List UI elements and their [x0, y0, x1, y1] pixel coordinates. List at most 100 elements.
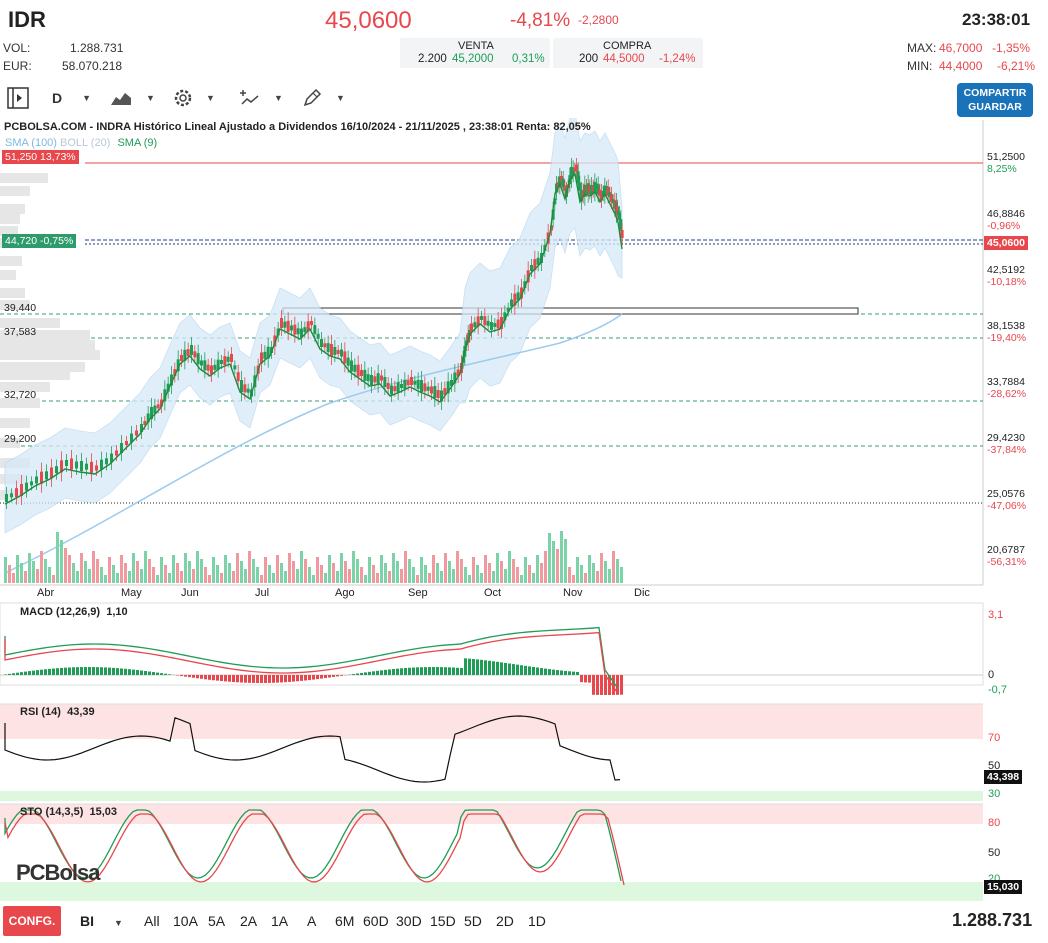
- period-selector[interactable]: D ▼: [52, 86, 91, 110]
- volume-bar: [620, 567, 623, 583]
- volume-bar: [484, 555, 487, 583]
- macd-histogram-bar: [200, 675, 203, 679]
- sto-value-tag: 15,030: [984, 880, 1023, 894]
- volume-bar: [608, 569, 611, 583]
- candle-body: [353, 364, 357, 372]
- volume-bar: [288, 553, 291, 583]
- indicators-selector[interactable]: ▼: [238, 86, 283, 110]
- macd-histogram-bar: [196, 675, 199, 679]
- range-tab-5a[interactable]: 5A: [208, 913, 226, 929]
- rsi-label: RSI (14) 43,39: [20, 706, 95, 718]
- macd-histogram-bar: [448, 667, 451, 675]
- macd-histogram-bar: [500, 662, 503, 675]
- range-tab-a[interactable]: A: [307, 913, 317, 929]
- volume-bar: [260, 575, 263, 583]
- volume-bar: [188, 561, 191, 583]
- drawing-tools-selector[interactable]: ▼: [302, 86, 345, 110]
- price-axis-pct: -56,31%: [987, 556, 1027, 568]
- price-axis-value: 20,6787: [987, 544, 1025, 556]
- change-percent: -4,81%: [510, 10, 571, 31]
- current-price-tag: 45,0600: [984, 236, 1028, 250]
- range-tab-15d[interactable]: 15D: [430, 913, 456, 929]
- candle-body: [578, 182, 582, 191]
- macd-histogram-bar: [284, 675, 287, 683]
- min-pct: -6,21%: [997, 59, 1036, 73]
- month-label: Oct: [484, 587, 502, 599]
- range-tab-1a[interactable]: 1A: [271, 913, 289, 929]
- candle-body: [553, 198, 557, 205]
- macd-histogram-bar: [532, 666, 535, 675]
- range-tab-2d[interactable]: 2D: [496, 913, 514, 929]
- chart-type-selector[interactable]: ▼: [110, 86, 155, 110]
- volume-bar: [4, 557, 7, 583]
- price-axis-pct: -47,06%: [987, 500, 1027, 512]
- volume-profile-bar: [0, 370, 70, 380]
- volume-profile-bar: [0, 214, 20, 224]
- candle-body: [240, 380, 243, 392]
- candle-body: [193, 351, 197, 358]
- candle-body: [326, 343, 330, 353]
- range-tab-6m[interactable]: 6M: [335, 913, 355, 929]
- candle-body: [416, 379, 420, 389]
- range-tab-5d[interactable]: 5D: [464, 913, 482, 929]
- macd-histogram-bar: [168, 674, 171, 675]
- volume-bar: [36, 569, 39, 583]
- macd-histogram-bar: [76, 667, 79, 675]
- month-label: Abr: [37, 587, 55, 599]
- volume-bar: [220, 573, 223, 583]
- macd-histogram-bar: [52, 668, 55, 675]
- candle-body: [146, 413, 150, 423]
- candle-body: [503, 312, 507, 321]
- macd-histogram-bar: [340, 675, 343, 676]
- rsi-value-tag: 43,398: [984, 770, 1023, 784]
- macd-histogram-bar: [568, 671, 571, 675]
- macd-histogram-bar: [368, 671, 371, 675]
- range-tab-1d[interactable]: 1D: [528, 913, 546, 929]
- sto-axis-50: 50: [988, 847, 1001, 859]
- macd-histogram-bar: [220, 675, 223, 682]
- macd-histogram-bar: [336, 675, 339, 677]
- range-tab-10a[interactable]: 10A: [173, 913, 198, 929]
- sto-oversold-zone: [0, 882, 983, 901]
- panel-toggle-button[interactable]: [6, 86, 30, 110]
- settings-selector[interactable]: ▼: [172, 86, 215, 110]
- config-button[interactable]: CONFG.: [3, 906, 61, 936]
- candle-body: [500, 317, 503, 329]
- macd-histogram-bar: [552, 669, 555, 675]
- macd-histogram-bar: [28, 671, 31, 675]
- volume-bar: [420, 557, 423, 583]
- candle-body: [366, 374, 370, 382]
- volume-bar: [512, 559, 515, 583]
- range-tab-60d[interactable]: 60D: [363, 913, 389, 929]
- volume-bar: [488, 563, 491, 583]
- volume-bar: [144, 551, 147, 583]
- volume-bar: [492, 571, 495, 583]
- volume-bar: [224, 555, 227, 583]
- macd-histogram-bar: [40, 669, 43, 675]
- share-save-button[interactable]: COMPARTIR GUARDAR: [957, 83, 1033, 117]
- month-label: Jun: [181, 587, 199, 599]
- volume-bar: [348, 569, 351, 583]
- volume-bar: [72, 563, 75, 583]
- candle-body: [20, 484, 23, 496]
- candle-body: [125, 441, 128, 445]
- macd-histogram-bar: [488, 660, 491, 675]
- bi-selector[interactable]: BI ▼: [80, 913, 123, 929]
- range-tab-all[interactable]: All: [144, 913, 160, 929]
- candle-body: [613, 200, 617, 210]
- range-tab-2a[interactable]: 2A: [240, 913, 258, 929]
- chart-area[interactable]: [0, 118, 1048, 908]
- range-tab-30d[interactable]: 30D: [396, 913, 422, 929]
- volume-bar: [316, 557, 319, 583]
- volume-profile-bar: [0, 318, 60, 328]
- candle-body: [163, 389, 167, 402]
- volume-bar: [400, 569, 403, 583]
- candle-body: [266, 346, 270, 359]
- volume-bar: [380, 555, 383, 583]
- volume-bar: [520, 575, 523, 583]
- macd-histogram-bar: [208, 675, 211, 680]
- volume-bar: [56, 532, 59, 583]
- macd-histogram-bar: [20, 672, 23, 675]
- macd-histogram-bar: [544, 668, 547, 675]
- volume-bar: [596, 571, 599, 583]
